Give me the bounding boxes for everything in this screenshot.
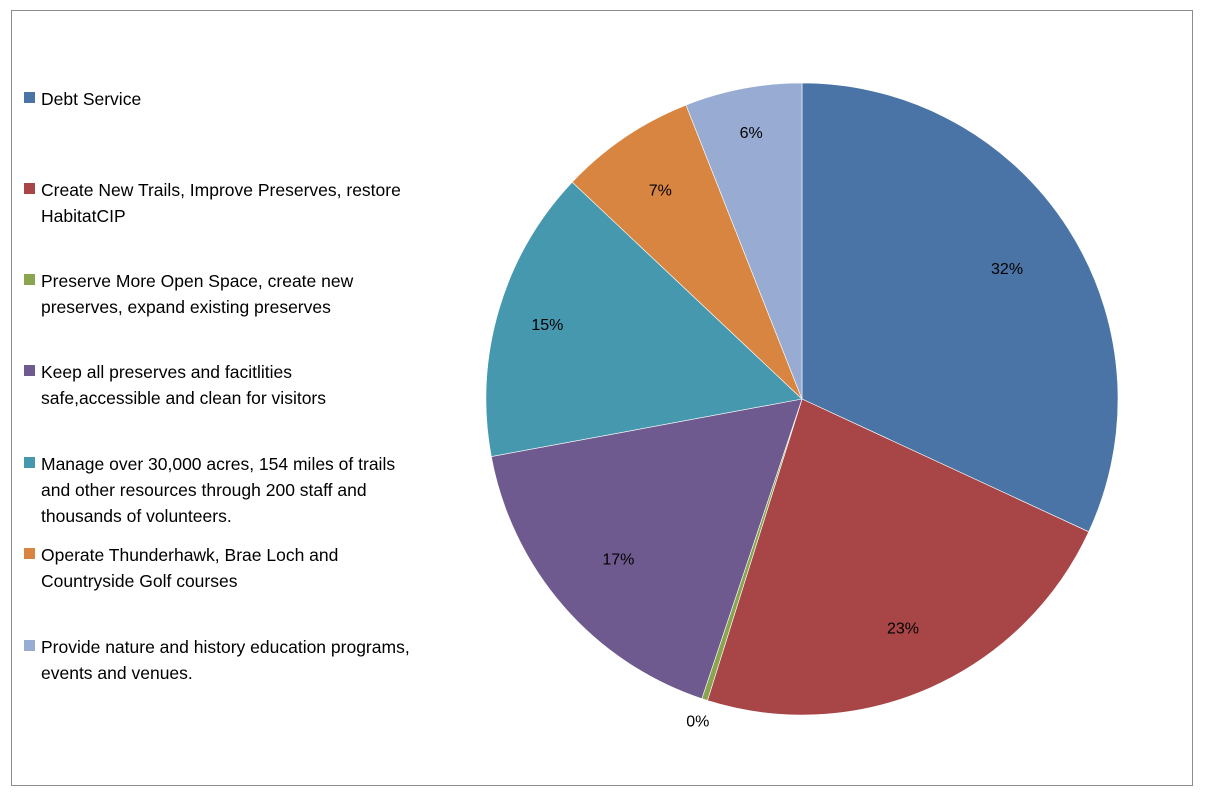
legend-label: Debt Service [41, 89, 142, 109]
pie-slice-6 [685, 82, 803, 400]
legend-swatch [24, 457, 35, 468]
legend-item-create-new-trails: Create New Trails, Improve Preserves, re… [24, 177, 411, 229]
legend-item-debt-service: Debt Service [24, 86, 411, 112]
slice-data-label: 32% [991, 261, 1023, 278]
slice-data-label: 6% [740, 125, 763, 142]
legend-label: Keep all preserves and facitlities safe,… [41, 362, 326, 408]
legend-label: Provide nature and history education pro… [41, 637, 410, 683]
legend-label: Operate Thunderhawk, Brae Loch and Count… [41, 545, 339, 591]
slice-data-label: 23% [887, 620, 919, 637]
pie-slice-5 [571, 104, 803, 400]
legend-swatch [24, 274, 35, 285]
legend-item-preserve-open-space: Preserve More Open Space, create new pre… [24, 268, 411, 320]
legend-label: Create New Trails, Improve Preserves, re… [41, 180, 401, 226]
legend-item-golf-courses: Operate Thunderhawk, Brae Loch and Count… [24, 542, 411, 594]
legend-swatch [24, 365, 35, 376]
pie-slice-0 [801, 82, 1119, 533]
legend-swatch [24, 183, 35, 194]
pie-slice-1 [707, 398, 1090, 716]
legend-label: Preserve More Open Space, create new pre… [41, 271, 354, 317]
legend-label: Manage over 30,000 acres, 154 miles of t… [41, 454, 396, 526]
legend-swatch [24, 92, 35, 103]
legend-item-keep-preserves-safe: Keep all preserves and facitlities safe,… [24, 359, 411, 411]
legend-item-manage-acres: Manage over 30,000 acres, 154 miles of t… [24, 451, 411, 529]
legend-swatch [24, 640, 35, 651]
legend-swatch [24, 548, 35, 559]
slice-data-label: 7% [649, 183, 672, 200]
pie-slice-3 [490, 398, 803, 700]
pie-slice-4 [485, 181, 803, 457]
legend-item-education-programs: Provide nature and history education pro… [24, 634, 411, 686]
slice-data-label: 17% [602, 552, 634, 569]
slice-data-label: 0% [686, 714, 709, 731]
slice-data-label: 15% [531, 317, 563, 334]
